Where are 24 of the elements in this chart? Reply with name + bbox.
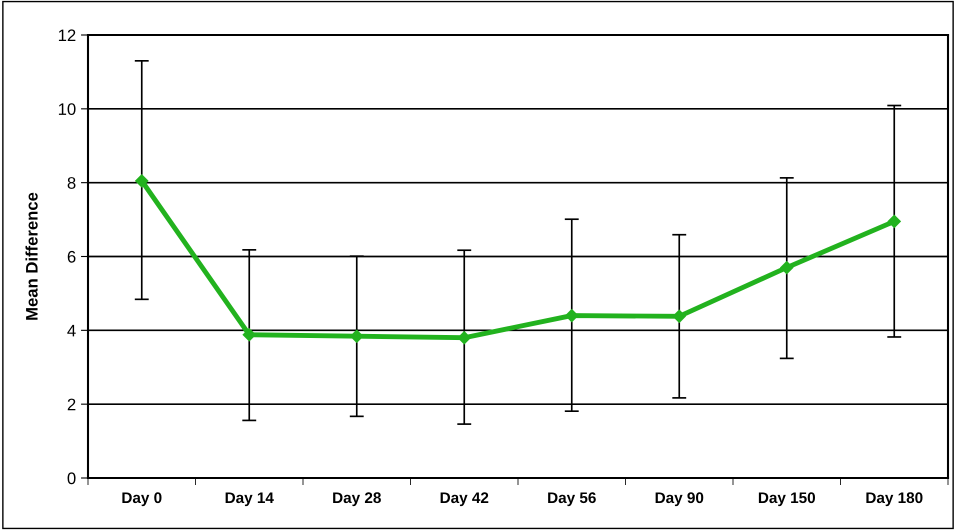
y-tick-label: 2: [68, 398, 76, 410]
point: [458, 331, 471, 344]
x-tick-label: Day 180: [866, 492, 923, 506]
x-tick-label: Day 28: [333, 492, 381, 506]
y-tick-label: 12: [58, 29, 76, 42]
y-tick-label: 4: [67, 324, 76, 336]
point: [780, 260, 794, 274]
x-tick-label: Day 0: [122, 492, 162, 506]
y-tick-label: 10: [58, 103, 76, 116]
x-tick-label: Day 90: [656, 492, 704, 506]
point: [672, 310, 686, 323]
y-tick-label: 0: [68, 472, 76, 484]
x-tick-label: Day 56: [548, 492, 596, 506]
point: [350, 330, 364, 343]
x-tick-label: Day 42: [440, 492, 488, 506]
point: [242, 328, 256, 342]
y-axis-title: Mean Difference: [25, 192, 38, 320]
y-tick-label: 6: [68, 250, 76, 263]
point: [565, 308, 578, 322]
point: [135, 174, 148, 188]
y-tick-label: 8: [68, 177, 76, 189]
x-tick-label: Day 150: [758, 492, 816, 506]
x-tick-label: Day 14: [226, 492, 274, 506]
point: [888, 214, 901, 228]
